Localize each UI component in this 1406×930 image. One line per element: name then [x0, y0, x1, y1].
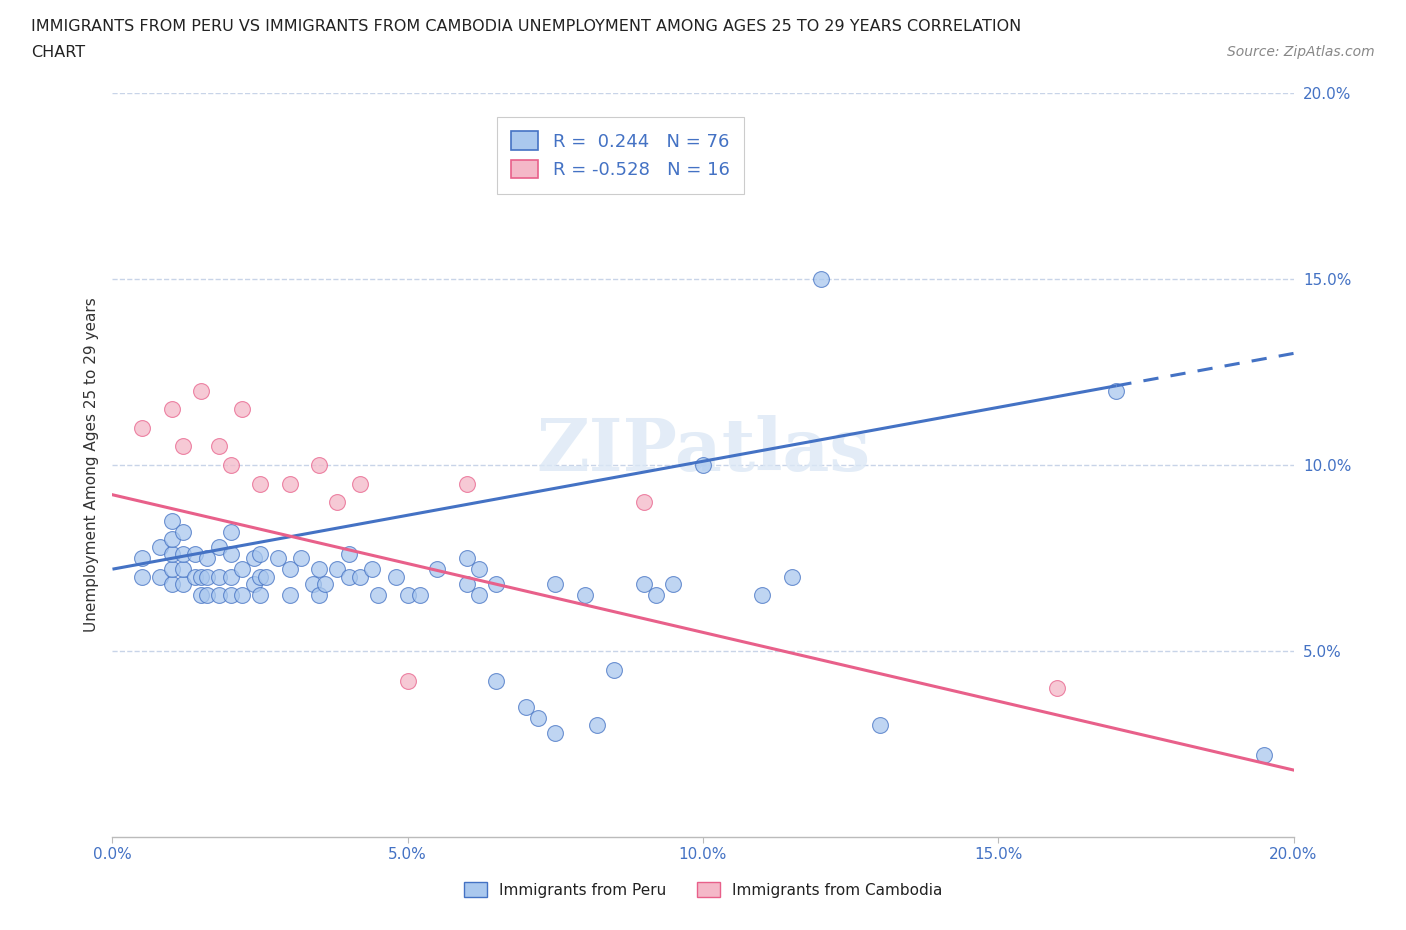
Point: [172, 525, 194, 539]
Text: Source: ZipAtlas.com: Source: ZipAtlas.com: [1227, 45, 1375, 59]
Point: [467, 562, 489, 577]
Point: [219, 569, 242, 584]
Point: [337, 569, 360, 584]
Point: [485, 577, 508, 591]
Y-axis label: Unemployment Among Ages 25 to 29 years: Unemployment Among Ages 25 to 29 years: [83, 298, 98, 632]
Point: [131, 551, 153, 565]
Point: [810, 272, 832, 286]
Point: [172, 577, 194, 591]
Point: [190, 383, 212, 398]
Point: [249, 569, 271, 584]
Point: [184, 547, 207, 562]
Point: [485, 673, 508, 688]
Point: [308, 458, 330, 472]
Point: [231, 562, 253, 577]
Point: [195, 551, 218, 565]
Point: [603, 662, 626, 677]
Point: [172, 562, 194, 577]
Point: [1253, 748, 1275, 763]
Point: [160, 532, 183, 547]
Point: [456, 476, 478, 491]
Text: ZIPatlas: ZIPatlas: [536, 415, 870, 485]
Point: [290, 551, 312, 565]
Legend: Immigrants from Peru, Immigrants from Cambodia: Immigrants from Peru, Immigrants from Ca…: [458, 875, 948, 904]
Point: [326, 562, 349, 577]
Point: [515, 699, 537, 714]
Point: [208, 539, 231, 554]
Point: [585, 718, 607, 733]
Point: [160, 562, 183, 577]
Point: [751, 588, 773, 603]
Point: [633, 577, 655, 591]
Point: [361, 562, 384, 577]
Point: [1046, 681, 1069, 696]
Point: [131, 420, 153, 435]
Point: [278, 562, 301, 577]
Point: [396, 588, 419, 603]
Point: [219, 525, 242, 539]
Point: [231, 588, 253, 603]
Point: [160, 402, 183, 417]
Point: [219, 547, 242, 562]
Point: [254, 569, 277, 584]
Text: IMMIGRANTS FROM PERU VS IMMIGRANTS FROM CAMBODIA UNEMPLOYMENT AMONG AGES 25 TO 2: IMMIGRANTS FROM PERU VS IMMIGRANTS FROM …: [31, 19, 1021, 33]
Point: [219, 588, 242, 603]
Point: [172, 439, 194, 454]
Point: [349, 476, 371, 491]
Text: CHART: CHART: [31, 45, 84, 60]
Point: [314, 577, 336, 591]
Point: [267, 551, 290, 565]
Point: [231, 402, 253, 417]
Point: [456, 551, 478, 565]
Point: [278, 588, 301, 603]
Point: [326, 495, 349, 510]
Point: [385, 569, 408, 584]
Point: [249, 588, 271, 603]
Point: [208, 439, 231, 454]
Point: [208, 569, 231, 584]
Point: [278, 476, 301, 491]
Point: [149, 539, 172, 554]
Point: [302, 577, 325, 591]
Point: [308, 588, 330, 603]
Point: [219, 458, 242, 472]
Point: [456, 577, 478, 591]
Point: [526, 711, 548, 725]
Point: [160, 547, 183, 562]
Point: [243, 551, 266, 565]
Point: [574, 588, 596, 603]
Point: [633, 495, 655, 510]
Point: [644, 588, 666, 603]
Point: [160, 577, 183, 591]
Point: [249, 476, 271, 491]
Point: [1105, 383, 1128, 398]
Point: [308, 562, 330, 577]
Point: [190, 588, 212, 603]
Point: [184, 569, 207, 584]
Point: [367, 588, 389, 603]
Point: [190, 569, 212, 584]
Point: [662, 577, 685, 591]
Point: [131, 569, 153, 584]
Point: [544, 725, 567, 740]
Point: [408, 588, 430, 603]
Point: [869, 718, 891, 733]
Point: [208, 588, 231, 603]
Point: [243, 577, 266, 591]
Point: [337, 547, 360, 562]
Point: [426, 562, 449, 577]
Point: [195, 569, 218, 584]
Point: [172, 547, 194, 562]
Point: [160, 513, 183, 528]
Point: [149, 569, 172, 584]
Point: [544, 577, 567, 591]
Point: [467, 588, 489, 603]
Point: [396, 673, 419, 688]
Point: [195, 588, 218, 603]
Point: [349, 569, 371, 584]
Point: [780, 569, 803, 584]
Point: [692, 458, 714, 472]
Point: [249, 547, 271, 562]
